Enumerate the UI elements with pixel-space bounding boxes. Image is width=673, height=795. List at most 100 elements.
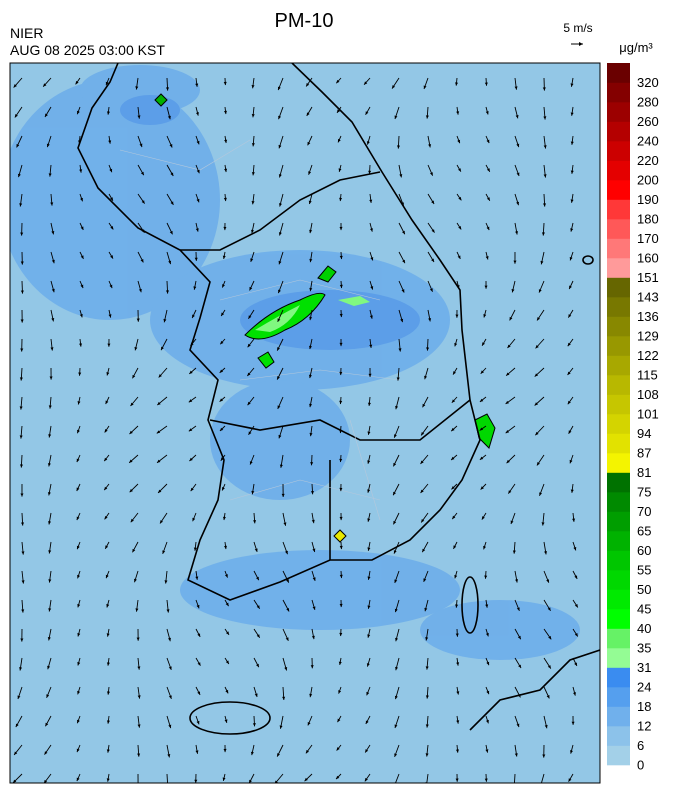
wind-arrow (195, 657, 201, 666)
wind-arrow (450, 454, 458, 461)
wind-arrow-head (106, 720, 110, 724)
wind-arrow-head (457, 255, 461, 259)
wind-arrow (252, 715, 256, 727)
wind-arrow-head (197, 691, 201, 695)
wind-arrow (103, 454, 110, 462)
wind-arrow (76, 773, 81, 782)
wind-arrow-head (485, 749, 489, 753)
wind-arrow-head (278, 289, 281, 294)
colorbar-segment (607, 550, 630, 571)
wind-arrow (456, 193, 462, 201)
wind-arrow-head (219, 369, 224, 373)
wind-arrow (451, 512, 458, 520)
wind-arrow-head (339, 226, 343, 231)
wind-arrow-head (189, 370, 193, 374)
wind-arrow-head (486, 168, 490, 172)
wind-arrow (251, 193, 255, 205)
wind-arrow-head (19, 435, 23, 439)
wind-arrow-head (425, 637, 429, 641)
wind-arrow-shaft (514, 773, 516, 783)
wind-arrow (398, 164, 403, 178)
wind-arrow (166, 715, 172, 729)
wind-arrow-head (249, 286, 253, 291)
wind-arrow-head (277, 405, 281, 409)
wind-arrow-head (224, 139, 228, 144)
wind-arrow-head (337, 138, 341, 143)
wind-arrow (304, 773, 313, 782)
wind-arrow (369, 280, 374, 290)
wind-arrow-head (514, 86, 518, 90)
wind-arrow-head (223, 226, 227, 231)
wind-arrow-head (339, 487, 343, 492)
wind-arrow-head (339, 632, 343, 637)
wind-arrow-head (14, 114, 18, 118)
colorbar-label: 115 (637, 368, 658, 383)
wind-arrow (336, 744, 342, 751)
wind-arrow-head (137, 724, 141, 728)
wind-arrow-head (79, 313, 83, 318)
wind-arrow-head (479, 456, 484, 460)
colorbar-label: 260 (637, 114, 659, 129)
colorbar-label: 70 (637, 504, 651, 519)
wind-arrow-head (574, 575, 578, 579)
wind-arrow-head (339, 545, 343, 550)
wind-arrow (222, 773, 226, 782)
wind-arrow-head (572, 518, 576, 522)
wind-arrow (456, 251, 461, 260)
wind-arrow-head (195, 228, 199, 232)
wind-arrow-head (485, 256, 489, 260)
wind-arrow-head (574, 662, 577, 666)
wind-arrow-head (366, 691, 370, 696)
wind-arrow (543, 164, 547, 178)
wind-arrow (570, 193, 574, 203)
wind-arrow (135, 77, 139, 90)
wind-arrow-head (190, 487, 194, 492)
wind-arrow-head (457, 139, 461, 144)
wind-arrow-head (279, 725, 283, 729)
colorbar-segment (607, 609, 630, 629)
wind-arrow (339, 425, 343, 434)
wind-arrow (137, 193, 146, 204)
wind-arrow (456, 280, 460, 289)
wind-arrow-head (337, 718, 341, 723)
wind-arrow (398, 193, 405, 206)
wind-arrow (223, 106, 227, 115)
wind-arrow (394, 599, 400, 613)
wind-arrow-head (456, 111, 460, 115)
wind-arrow (394, 744, 400, 758)
wind-arrow (191, 309, 197, 319)
wind-arrow-head (567, 400, 571, 405)
wind-arrow (543, 715, 548, 729)
wind-arrow-head (250, 258, 254, 262)
wind-arrow (17, 686, 23, 700)
wind-arrow-head (222, 777, 226, 781)
wind-arrow (425, 628, 429, 641)
wind-arrow-head (286, 579, 289, 583)
wind-arrow (398, 309, 404, 323)
colorbar-segment (607, 375, 630, 395)
wind-arrow (421, 541, 429, 553)
wind-arrow (48, 164, 52, 177)
source: NIER (10, 25, 43, 41)
wind-arrow (77, 570, 81, 579)
colorbar-segment (607, 531, 630, 551)
wind-arrow-head (106, 778, 110, 782)
wind-arrow (163, 309, 168, 323)
wind-arrow (192, 512, 197, 522)
wind-arrow-head (306, 83, 310, 87)
wind-arrow-head (483, 545, 487, 550)
wind-arrow-head (338, 168, 342, 172)
wind-arrow-head (106, 691, 110, 695)
wind-arrow (156, 396, 168, 406)
wind-arrow (367, 599, 371, 609)
wind-arrow (394, 570, 400, 584)
wind-arrow-head (540, 260, 544, 265)
colorbar-label: 280 (637, 95, 659, 110)
wind-arrow (310, 454, 314, 466)
wind-arrow-head (109, 168, 113, 173)
wind-arrow-head (195, 83, 199, 87)
wind-arrow-head (456, 691, 460, 695)
wind-arrow (14, 106, 23, 118)
wind-arrow (454, 570, 458, 579)
wind-arrow (456, 715, 460, 724)
